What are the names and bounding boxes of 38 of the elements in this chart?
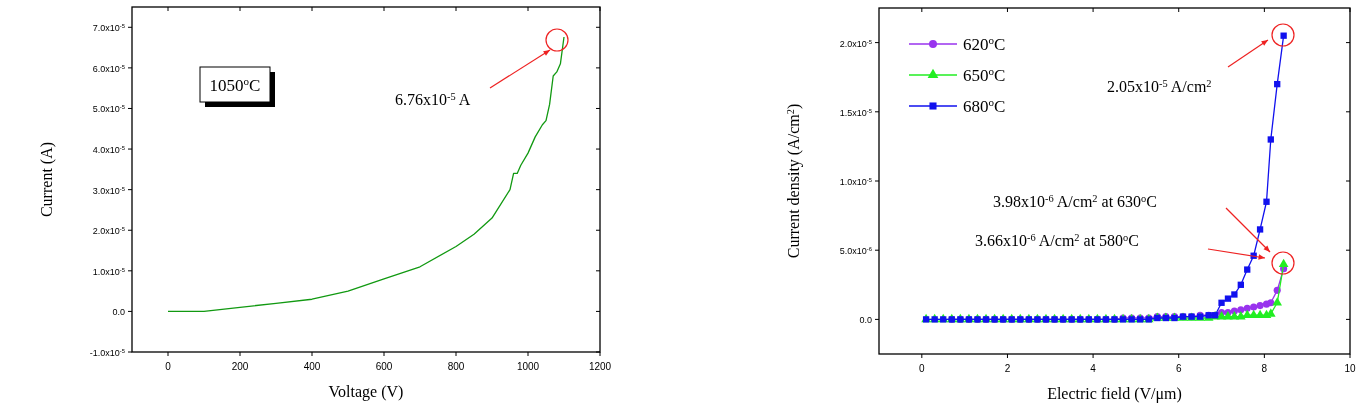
legend-label: 680$^{o}$C bbox=[963, 96, 1006, 116]
y-tick-label: -1.0x10$^{-5}$ bbox=[89, 348, 125, 358]
y-tick-label: 1.0x10$^{-5}$ bbox=[92, 266, 125, 277]
y-axis-title: Current (A) bbox=[38, 141, 56, 218]
legend-label: 620$^{o}$C bbox=[963, 34, 1006, 54]
x-tick-label: 400 bbox=[303, 361, 321, 372]
y-tick-label: 2.0x10$^{-5}$ bbox=[92, 226, 125, 237]
x-tick-label: 4 bbox=[1090, 363, 1097, 374]
y-tick-label: 4.0x10$^{-5}$ bbox=[92, 145, 125, 156]
y-tick-label: 1.5x10$^{-5}$ bbox=[839, 107, 872, 118]
legend-label: 650$^{o}$C bbox=[963, 65, 1006, 85]
annotation: 3.66x10$^{-6}$ A/cm$^{2}$ at 580$^{o}$C bbox=[975, 231, 1139, 249]
y-tick-label: 0.0 bbox=[859, 315, 872, 326]
y-tick-label: 6.0x10$^{-5}$ bbox=[92, 63, 125, 74]
x-tick-label: 6 bbox=[1175, 363, 1182, 374]
y-tick-label: 5.0x10$^{-6}$ bbox=[839, 246, 872, 257]
x-tick-label: 0 bbox=[165, 361, 172, 372]
x-tick-label: 200 bbox=[231, 361, 249, 372]
x-tick-label: 600 bbox=[375, 361, 393, 372]
x-tick-label: 1200 bbox=[588, 361, 612, 372]
annotation: 1050$^{o}$C bbox=[209, 74, 261, 95]
annotation: 6.76x10$^{-5}$ A bbox=[395, 90, 471, 108]
x-tick-label: 10 bbox=[1344, 363, 1356, 374]
x-tick-label: 2 bbox=[1004, 363, 1011, 374]
y-tick-label: 5.0x10$^{-5}$ bbox=[92, 104, 125, 115]
x-tick-label: 0 bbox=[919, 363, 926, 374]
x-axis-title: Electric field (V/μm) bbox=[1047, 385, 1182, 403]
annotation: 2.05x10$^{-5}$ A/cm$^{2}$ bbox=[1107, 77, 1212, 95]
y-tick-label: 2.0x10$^{-5}$ bbox=[839, 38, 872, 49]
x-tick-label: 8 bbox=[1261, 363, 1268, 374]
y-tick-label: 0.0 bbox=[112, 307, 125, 318]
x-tick-label: 800 bbox=[447, 361, 465, 372]
annotation: 3.98x10$^{-6}$ A/cm$^{2}$ at 630$^{o}$C bbox=[993, 192, 1157, 210]
y-tick-label: 7.0x10$^{-5}$ bbox=[92, 23, 125, 34]
x-tick-label: 1000 bbox=[516, 361, 540, 372]
y-tick-label: 3.0x10$^{-5}$ bbox=[92, 185, 125, 196]
x-axis-title: Voltage (V) bbox=[328, 383, 404, 401]
y-tick-label: 1.0x10$^{-5}$ bbox=[839, 177, 872, 187]
